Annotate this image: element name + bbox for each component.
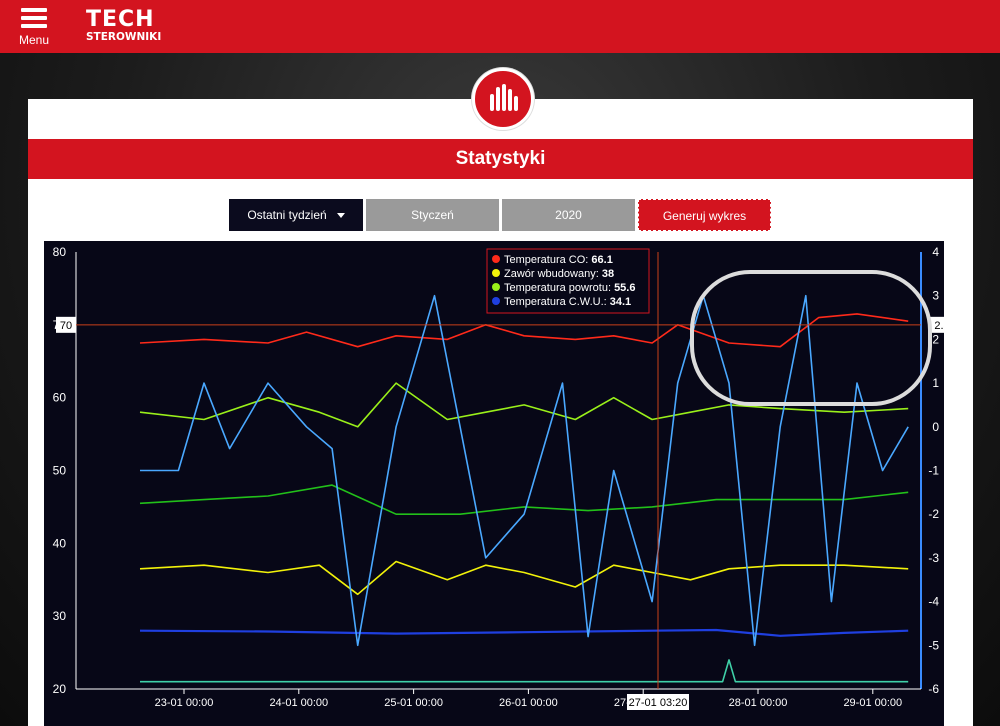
crosshair-y-left-box: [56, 316, 76, 333]
series-temperatura-co: [139, 313, 909, 348]
year-select[interactable]: 2020: [502, 199, 635, 231]
top-bar: Menu TECH STEROWNIKI: [0, 0, 1000, 53]
tooltip-entry-name: Zawór wbudowany: 38: [504, 268, 614, 280]
bar-chart-icon: [472, 68, 534, 130]
series-cwu: [139, 628, 909, 637]
chart-series: [139, 294, 909, 683]
tooltip-box: [486, 248, 650, 314]
chart-tooltip: Temperatura CO: 66.1 Zawór wbudowany: 38 T…: [486, 248, 650, 314]
tooltip-dot: [492, 297, 500, 305]
y-right-tick-label: -3: [928, 551, 939, 565]
x-tick-label: 26-01 00:00: [499, 697, 558, 709]
range-select[interactable]: Ostatni tydzień: [229, 199, 363, 231]
y-left-tick-label: 30: [53, 609, 67, 623]
tooltip-entry-name: Temperatura powrotu: 55.6: [504, 282, 635, 294]
y-right-tick-label: -4: [928, 595, 939, 609]
tech-logo[interactable]: TECH STEROWNIKI: [86, 7, 162, 44]
chart-svg[interactable]: 20 30 40 50 60 70 80 -6 -5 -4 -3 -2 -1 0 1 2 3 4 23-01 00:…: [44, 241, 944, 726]
y-left-tick-label: 80: [53, 245, 67, 259]
statistics-chart[interactable]: 20 30 40 50 60 70 80 -6 -5 -4 -3 -2 -1 0 1 2 3 4 23-01 00:…: [44, 241, 944, 726]
tooltip-entry-value: 66.1: [591, 254, 612, 266]
month-select[interactable]: Styczeń: [366, 199, 499, 231]
y-right-tick-label: -2: [928, 507, 939, 521]
series-powrot: [139, 382, 909, 428]
range-select-value: Ostatni tydzień: [247, 208, 327, 222]
tooltip-dot: [492, 255, 500, 263]
x-tick-label: 24-01 00:00: [269, 697, 328, 709]
y-left-tick-label: 20: [53, 682, 67, 696]
series-extra-lightblue: [140, 294, 909, 647]
tooltip-entry-value: 34.1: [610, 296, 631, 308]
x-tick-label: 23-01 00:00: [155, 697, 214, 709]
y-left-tick-label: 40: [53, 536, 67, 550]
tooltip-entry-name: Temperatura C.W.U.: 34.1: [504, 296, 631, 308]
hamburger-icon: [21, 8, 47, 28]
menu-label: Menu: [18, 33, 50, 47]
x-tick-label: 29-01 00:00: [843, 697, 902, 709]
page-title: Statystyki: [28, 139, 973, 179]
crosshair-y-right-box: [930, 316, 944, 333]
y-left-tick-label: 50: [53, 464, 67, 478]
chart-overlay: 70 2.3 27-01 03:20 Temperatura CO: 66.1 Zawó…: [56, 248, 944, 710]
series-extra-teal: [140, 659, 909, 683]
crosshair-x-box: [627, 694, 689, 710]
chevron-down-icon: [336, 213, 345, 219]
crosshair-y-right-label: 2.3: [934, 320, 944, 332]
y-right-tick-label: 3: [932, 289, 939, 303]
crosshair-y-left-label: 70: [60, 320, 72, 332]
series-extra-green: [139, 484, 909, 515]
y-left-tick-label: 60: [53, 391, 67, 405]
y-right-tick-label: -6: [928, 682, 939, 696]
chart-background: [44, 241, 944, 726]
tooltip-entry-value: 38: [602, 268, 614, 280]
y-right-tick-label: 4: [932, 245, 939, 259]
x-tick-label: 28-01 00:00: [729, 697, 788, 709]
y-right-tick-label: 0: [932, 420, 939, 434]
crosshair-x-label: 27-01 03:20: [629, 697, 688, 709]
logo-sterowniki-text: STEROWNIKI: [86, 31, 162, 43]
tooltip-entry-value: 55.6: [614, 282, 635, 294]
y-right-tick-label: -5: [928, 638, 939, 652]
tooltip-entry-name: Temperatura CO: 66.1: [504, 254, 613, 266]
highlight-circle: [690, 270, 932, 406]
y-right-tick-label: 1: [932, 376, 939, 390]
logo-tech-text: TECH: [86, 7, 155, 32]
y-right-tick-label: -1: [928, 464, 939, 478]
tooltip-dot: [492, 269, 500, 277]
tooltip-dot: [492, 283, 500, 291]
series-zawor: [139, 560, 909, 596]
x-tick-label: 25-01 00:00: [384, 697, 443, 709]
y-right-tick-label: 2: [932, 332, 939, 346]
generate-chart-button[interactable]: Generuj wykres: [638, 199, 771, 231]
menu-button[interactable]: Menu: [16, 8, 52, 50]
